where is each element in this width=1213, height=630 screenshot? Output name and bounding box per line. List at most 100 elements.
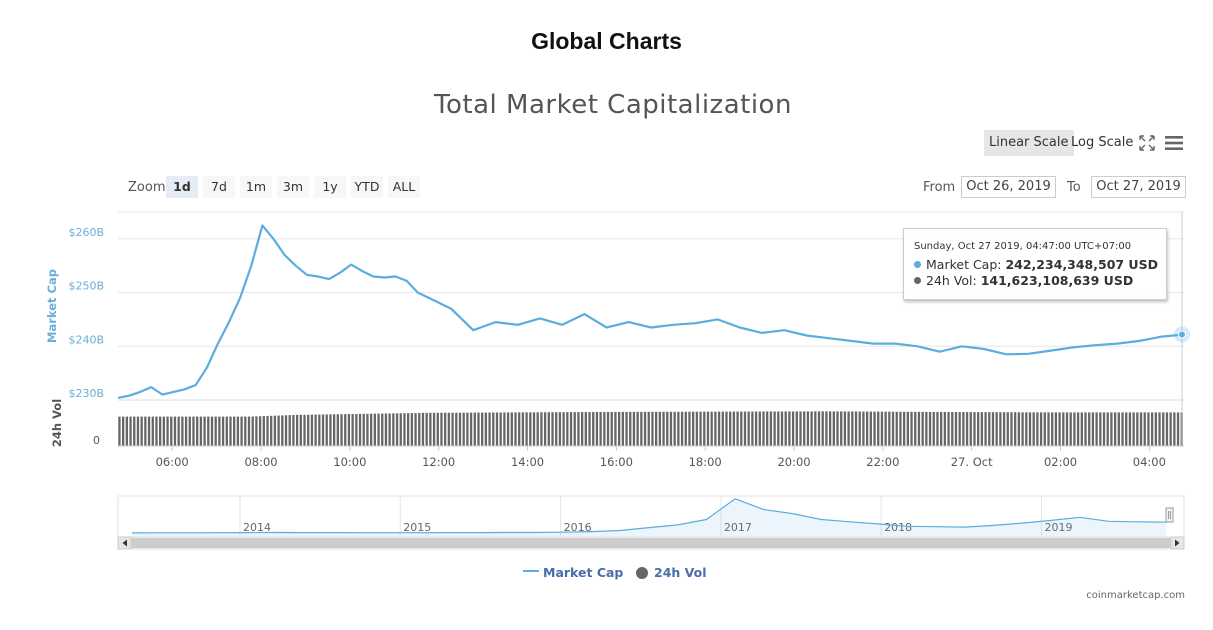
volume-bar (1121, 412, 1124, 446)
zoom-button-1m[interactable]: 1m (240, 176, 272, 198)
volume-bar (1132, 412, 1135, 446)
volume-bar (455, 412, 458, 446)
zoom-button-ytd[interactable]: YTD (351, 176, 383, 198)
volume-bar (954, 412, 958, 446)
linear-scale-button[interactable]: Linear Scale (984, 130, 1074, 156)
volume-bar (181, 416, 184, 446)
log-scale-button[interactable]: Log Scale (1071, 135, 1134, 150)
volume-bar (162, 416, 166, 446)
volume-bar (680, 411, 684, 446)
volume-bar (355, 413, 358, 446)
volume-bar (869, 411, 872, 446)
volume-bar (414, 413, 417, 446)
zoom-button-all[interactable]: ALL (388, 176, 420, 198)
volume-bar (184, 416, 188, 446)
volume-bar (518, 412, 521, 446)
volume-bar (1136, 412, 1139, 446)
volume-bar (192, 416, 195, 446)
volume-bar (925, 411, 928, 446)
volume-bar (747, 411, 750, 446)
volume-bar (980, 412, 984, 446)
volume-bar (381, 413, 384, 446)
volume-bar (351, 414, 354, 446)
volume-bar (840, 411, 843, 446)
volume-bar (1165, 412, 1169, 446)
volume-bar (1084, 412, 1087, 446)
volume-bar (843, 411, 847, 446)
legend-market-cap[interactable]: Market Cap (523, 565, 623, 580)
volume-bar (1169, 412, 1172, 446)
volume-bar (133, 416, 136, 446)
volume-bar (995, 412, 998, 446)
zoom-button-1y[interactable]: 1y (314, 176, 346, 198)
volume-bar (466, 412, 469, 446)
volume-bar (943, 412, 947, 446)
volume-bar (1039, 412, 1043, 446)
volume-bar (791, 411, 795, 446)
volume-bar (529, 412, 532, 446)
market-cap-dot-icon (914, 261, 921, 268)
volume-bar (1143, 412, 1146, 446)
hover-marker (1178, 330, 1186, 339)
volume-bar (1095, 412, 1098, 446)
x-tick-label: 02:00 (1044, 455, 1077, 469)
fullscreen-icon[interactable] (1137, 133, 1157, 153)
zoom-button-3m[interactable]: 3m (277, 176, 309, 198)
from-date-input[interactable]: Oct 26, 2019 (961, 176, 1056, 198)
navigator-year-label: 2017 (724, 521, 752, 534)
volume-bar (984, 412, 987, 446)
navigator-handle (1165, 507, 1174, 523)
volume-bar (236, 416, 240, 446)
volume-bar (629, 411, 632, 446)
volume-bar (888, 411, 891, 446)
volume-bar (166, 416, 169, 446)
volume-bar (784, 411, 787, 446)
volume-bar (640, 411, 643, 446)
volume-bar (233, 416, 236, 446)
volume-bar (118, 416, 121, 446)
volume-bar (621, 411, 624, 446)
volume-bar (551, 412, 554, 446)
volume-bar (1010, 412, 1013, 446)
menu-icon[interactable] (1164, 133, 1184, 153)
navigator-year-label: 2015 (403, 521, 431, 534)
volume-bar (1047, 412, 1050, 446)
volume-bar (828, 411, 832, 446)
volume-bar (1080, 412, 1083, 446)
x-tick-label: 20:00 (777, 455, 810, 469)
volume-bar (1158, 412, 1161, 446)
volume-bar (832, 411, 835, 446)
volume-bar (140, 416, 143, 446)
volume-bar (910, 411, 913, 446)
legend-24h-vol[interactable]: 24h Vol (636, 565, 707, 580)
volume-bar (532, 412, 536, 446)
volume-bar (344, 414, 347, 446)
volume-bar (1139, 412, 1143, 446)
volume-bar (188, 416, 191, 446)
tooltip: Sunday, Oct 27 2019, 04:47:00 UTC+07:00 … (903, 228, 1167, 300)
volume-bar (314, 414, 317, 446)
volume-bar (199, 416, 203, 446)
volume-dot-icon (914, 277, 921, 284)
volume-bar (155, 416, 158, 446)
volume-bar (577, 412, 580, 446)
volume-bar (1043, 412, 1046, 446)
volume-bar (1113, 412, 1117, 446)
to-date-input[interactable]: Oct 27, 2019 (1091, 176, 1186, 198)
volume-bar (799, 411, 802, 446)
volume-bar (914, 411, 917, 446)
zoom-button-7d[interactable]: 7d (203, 176, 235, 198)
volume-bar (666, 411, 669, 446)
navigator-year-label: 2014 (243, 521, 271, 534)
volume-bar (295, 414, 299, 446)
zoom-button-1d[interactable]: 1d (166, 176, 198, 198)
volume-bar (780, 411, 784, 446)
volume-bar (758, 411, 761, 446)
credits-link[interactable]: coinmarketcap.com (1086, 590, 1185, 601)
volume-bar (462, 412, 465, 446)
volume-bar (1125, 412, 1128, 446)
volume-bar (1036, 412, 1039, 446)
volume-bar (1162, 412, 1165, 446)
volume-bar (932, 411, 935, 446)
volume-bar (858, 411, 861, 446)
